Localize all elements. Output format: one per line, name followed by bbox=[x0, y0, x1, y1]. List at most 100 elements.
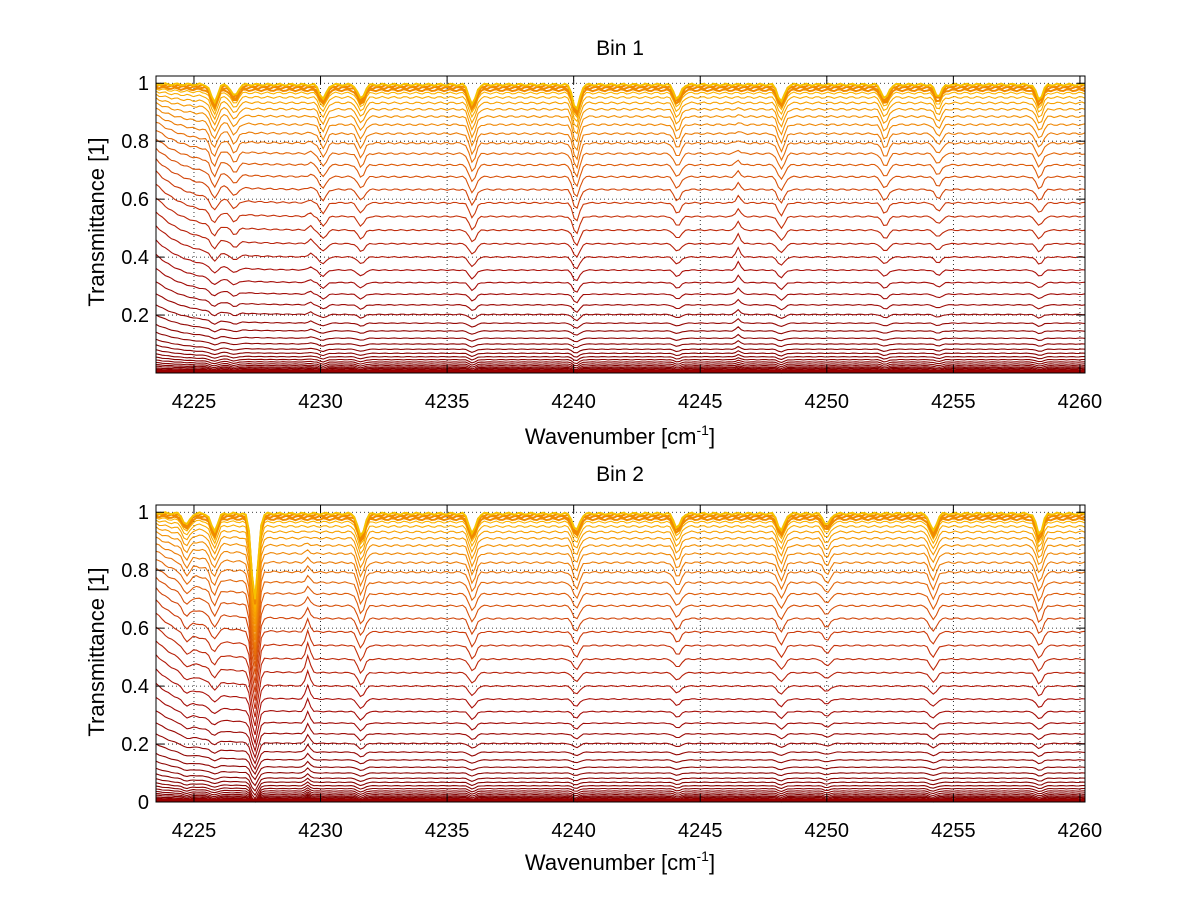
spectrum-series-line bbox=[155, 752, 1086, 781]
spectrum-series-line bbox=[155, 93, 1086, 129]
spectrum-series-line bbox=[155, 356, 1086, 367]
chart-title: Bin 2 bbox=[596, 463, 644, 486]
y-tick-label: 1 bbox=[138, 502, 149, 524]
spectrum-series-line bbox=[155, 314, 1086, 336]
chart-panel-bin-2: 4225 4230 4235 4240 4245 4250 4255 4260 0 0.2 0.4 0… bbox=[84, 463, 1102, 875]
spectrum-series-line bbox=[155, 293, 1085, 322]
spectrum-series-line bbox=[155, 364, 1086, 372]
spectrum-series-line bbox=[155, 304, 1086, 329]
spectrum-series-line bbox=[155, 668, 1086, 736]
spectrum-series-line bbox=[155, 519, 1086, 612]
y-tick-label: 0.6 bbox=[121, 189, 149, 211]
spectrum-series-line bbox=[155, 782, 1086, 803]
x-tick-label: 4230 bbox=[298, 391, 343, 413]
spectrum-series-line bbox=[155, 792, 1086, 803]
spectrum-series-line bbox=[155, 536, 1086, 641]
y-tick-label: 0.8 bbox=[121, 131, 149, 153]
spectrum-series-line bbox=[155, 147, 1086, 198]
x-tick-label: 4250 bbox=[805, 391, 850, 413]
x-tick-label: 4245 bbox=[678, 820, 723, 842]
spectrum-series-line bbox=[155, 599, 1086, 693]
spectrum-series-line bbox=[155, 526, 1086, 625]
spectrum-series-line bbox=[155, 253, 1086, 293]
spectrum-series-line bbox=[155, 359, 1086, 369]
near-zero-series-band bbox=[156, 798, 1085, 802]
x-tick-label: 4225 bbox=[172, 391, 217, 413]
spectrum-series-line bbox=[155, 517, 1086, 608]
chart-title: Bin 1 bbox=[596, 37, 644, 60]
chart-panel-bin-1: 4225 4230 4235 4240 4245 4250 4255 4260 0.2 0.4 0.… bbox=[84, 37, 1102, 449]
x-tick-label: 4240 bbox=[551, 820, 596, 842]
x-tick-label: 4245 bbox=[678, 391, 723, 413]
spectrum-series-line bbox=[155, 97, 1086, 135]
spectrum-series-line bbox=[155, 587, 1086, 684]
spectrum-series-line bbox=[155, 88, 1086, 119]
y-tick-label: 1 bbox=[138, 73, 149, 95]
spectrum-series-line bbox=[155, 281, 1086, 314]
spectrum-series-line bbox=[155, 550, 1086, 654]
spectrum-series-line bbox=[155, 785, 1086, 803]
spectrum-series-line bbox=[155, 576, 1086, 675]
spectrum-series-line bbox=[155, 344, 1086, 358]
spectrum-series-line bbox=[155, 558, 1086, 660]
spectrum-series-line bbox=[155, 211, 1086, 258]
spectrum-series-line bbox=[155, 197, 1086, 247]
spectrum-series-line bbox=[155, 543, 1086, 649]
y-axis-label: Transmittance [1] bbox=[84, 567, 109, 736]
spectrum-series-line bbox=[155, 331, 1086, 349]
x-tick-label: 4225 bbox=[172, 820, 217, 842]
x-tick-label: 4240 bbox=[551, 391, 596, 413]
y-tick-label: 0.4 bbox=[121, 247, 149, 269]
y-tick-label: 0.8 bbox=[121, 560, 149, 582]
spectrum-series-line bbox=[155, 567, 1086, 667]
spectrum-series-line bbox=[155, 267, 1086, 304]
x-tick-label: 4260 bbox=[1058, 391, 1103, 413]
spectrum-series-line bbox=[155, 767, 1086, 792]
spectrum-series-line bbox=[155, 225, 1086, 270]
y-tick-label: 0.4 bbox=[121, 676, 149, 698]
x-tick-label: 4235 bbox=[425, 820, 470, 842]
y-tick-label: 0 bbox=[138, 792, 149, 814]
spectrum-series-line bbox=[155, 773, 1086, 797]
spectrum-series-line bbox=[155, 82, 1086, 111]
spectrum-series-line bbox=[155, 361, 1086, 371]
near-zero-series-band bbox=[156, 369, 1085, 373]
x-axis-label: Wavenumber [cm-1] bbox=[525, 848, 715, 875]
spectrum-series-line bbox=[155, 365, 1086, 373]
spectrum-series-line bbox=[155, 107, 1086, 152]
x-tick-label: 4250 bbox=[805, 820, 850, 842]
spectrum-series-line bbox=[155, 512, 1086, 603]
y-axis-label: Transmittance [1] bbox=[84, 137, 109, 306]
y-tick-label: 0.6 bbox=[121, 618, 149, 640]
spectrum-series-line bbox=[155, 790, 1086, 803]
spectrum-series-line bbox=[155, 511, 1086, 600]
y-tick-label: 0.2 bbox=[121, 305, 149, 327]
x-tick-label: 4255 bbox=[931, 391, 976, 413]
spectrum-series-line bbox=[155, 654, 1086, 727]
y-tick-label: 0.2 bbox=[121, 734, 149, 756]
spectrum-series-line bbox=[155, 183, 1086, 235]
spectrum-series-line bbox=[155, 640, 1086, 718]
spectrum-series-line bbox=[155, 682, 1086, 746]
spectrum-series-line bbox=[155, 778, 1085, 800]
spectrum-series-line bbox=[155, 349, 1085, 362]
spectrum-series-line bbox=[155, 138, 1086, 188]
spectrum-series-line bbox=[155, 323, 1086, 343]
spectrum-series-line bbox=[155, 626, 1086, 709]
spectrum-series-line bbox=[155, 733, 1086, 771]
spectrum-series-line bbox=[155, 170, 1086, 222]
spectrum-series-line bbox=[155, 90, 1086, 123]
x-tick-label: 4255 bbox=[931, 820, 976, 842]
spectrum-series-line bbox=[155, 743, 1086, 776]
spectrum-series-line bbox=[155, 760, 1086, 787]
spectrum-series-line bbox=[155, 158, 1086, 209]
spectrum-series-line bbox=[155, 338, 1086, 354]
spectrum-series-line bbox=[155, 696, 1086, 753]
spectrum-series-line bbox=[155, 114, 1086, 161]
x-tick-label: 4260 bbox=[1058, 820, 1103, 842]
spectrum-series-line bbox=[155, 353, 1086, 365]
spectrum-series-line bbox=[155, 522, 1086, 618]
spectrum-series-line bbox=[155, 612, 1086, 701]
spectrum-series-line bbox=[155, 83, 1086, 114]
